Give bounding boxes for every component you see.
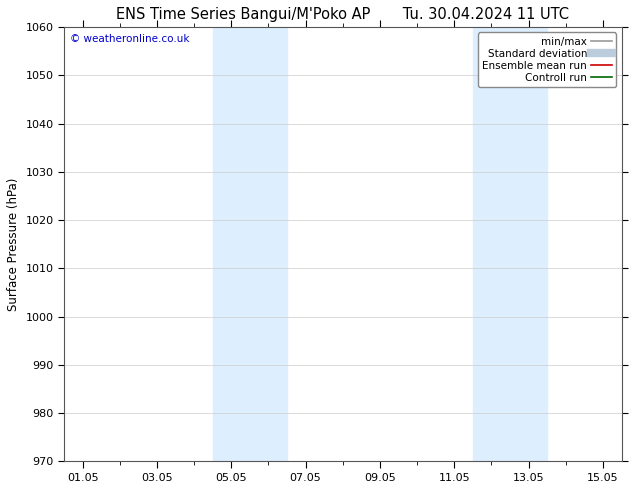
Title: ENS Time Series Bangui/M'Poko AP       Tu. 30.04.2024 11 UTC: ENS Time Series Bangui/M'Poko AP Tu. 30.… [116,7,569,22]
Bar [510,27,547,461]
Bar [250,27,287,461]
Legend: min/max, Standard deviation, Ensemble mean run, Controll run: min/max, Standard deviation, Ensemble me… [478,32,616,87]
Bar [212,27,250,461]
Y-axis label: Surface Pressure (hPa): Surface Pressure (hPa) [7,177,20,311]
Bar [473,27,510,461]
Text: © weatheronline.co.uk: © weatheronline.co.uk [70,34,189,44]
